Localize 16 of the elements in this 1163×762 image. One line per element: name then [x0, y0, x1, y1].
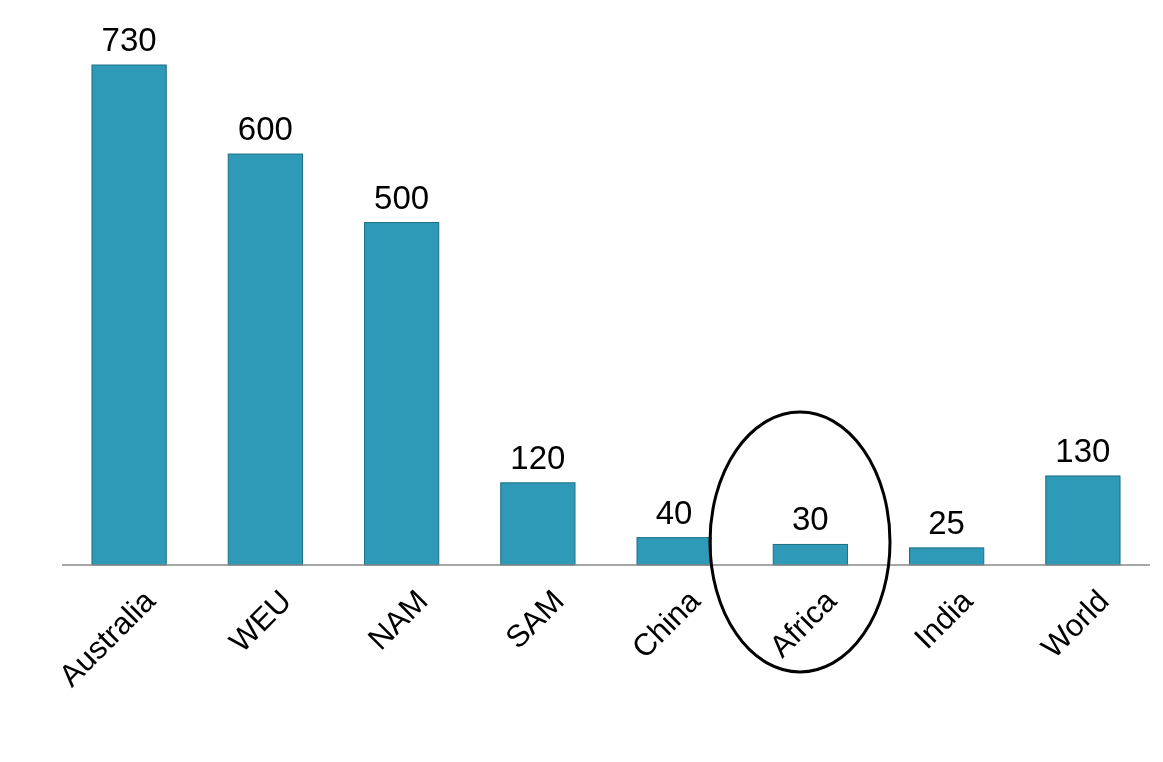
bar	[500, 482, 576, 566]
data-label: 25	[928, 503, 965, 541]
bar	[363, 222, 440, 566]
data-label: 600	[237, 110, 293, 148]
bar	[1045, 475, 1121, 566]
data-label: 730	[101, 21, 157, 58]
bar	[772, 543, 849, 566]
data-label: 120	[510, 438, 566, 476]
data-label: 40	[655, 493, 693, 531]
bar	[91, 64, 167, 566]
data-label: 500	[374, 178, 430, 216]
bar	[636, 537, 712, 566]
bar	[909, 547, 985, 566]
data-label: 30	[792, 500, 829, 538]
bar	[227, 153, 303, 566]
data-label: 130	[1055, 431, 1111, 469]
